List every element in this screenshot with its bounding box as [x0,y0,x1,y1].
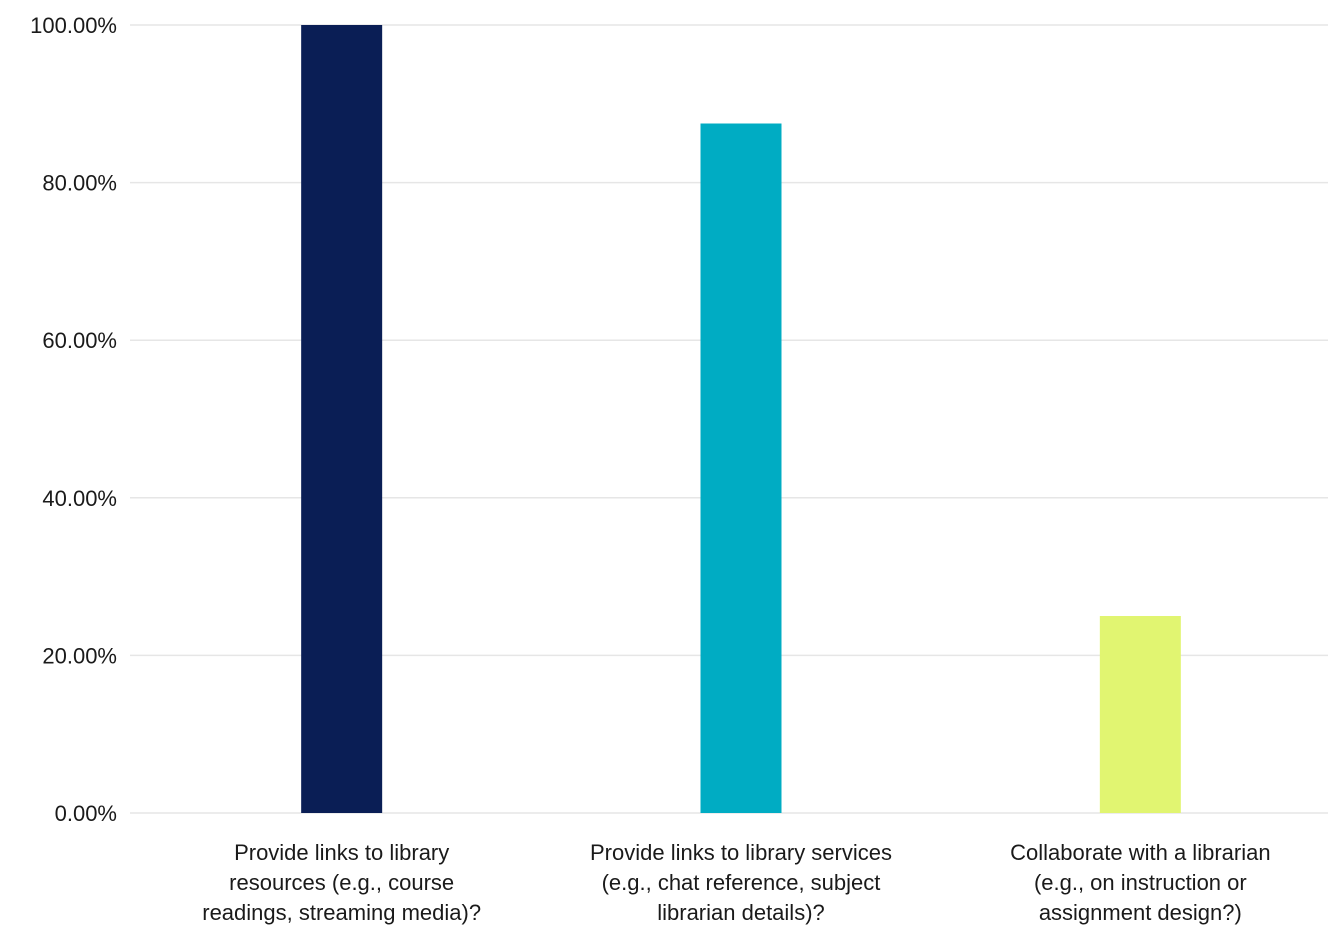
x-tick-label-line: Provide links to library services [590,840,892,865]
bars [301,25,1181,813]
y-axis-ticks: 0.00% 20.00% 40.00% 60.00% 80.00% 100.00% [30,13,117,826]
y-tick-label: 0.00% [55,801,117,826]
x-tick-label-line: librarian details)? [657,900,825,925]
x-tick-label: Provide links to library services (e.g., … [590,840,892,925]
x-tick-label-line: Collaborate with a librarian [1010,840,1270,865]
y-tick-label: 40.00% [42,486,117,511]
x-tick-label-line: (e.g., chat reference, subject [602,870,881,895]
x-tick-label: Provide links to library resources (e.g.,… [202,840,481,925]
x-axis-ticks: Provide links to library resources (e.g.,… [202,840,1270,925]
x-tick-label-line: Provide links to library [234,840,449,865]
x-tick-label-line: (e.g., on instruction or [1034,870,1247,895]
x-tick-label-line: resources (e.g., course [229,870,454,895]
y-tick-label: 100.00% [30,13,117,38]
bar [700,123,782,813]
x-tick-label-line: readings, streaming media)? [202,900,481,925]
x-tick-label: Collaborate with a librarian (e.g., on in… [1010,840,1270,925]
y-tick-label: 20.00% [42,643,117,668]
x-tick-label-line: assignment design?) [1039,900,1242,925]
y-tick-label: 80.00% [42,171,117,196]
bar [301,25,383,813]
bar [1099,616,1181,813]
y-tick-label: 60.00% [42,328,117,353]
